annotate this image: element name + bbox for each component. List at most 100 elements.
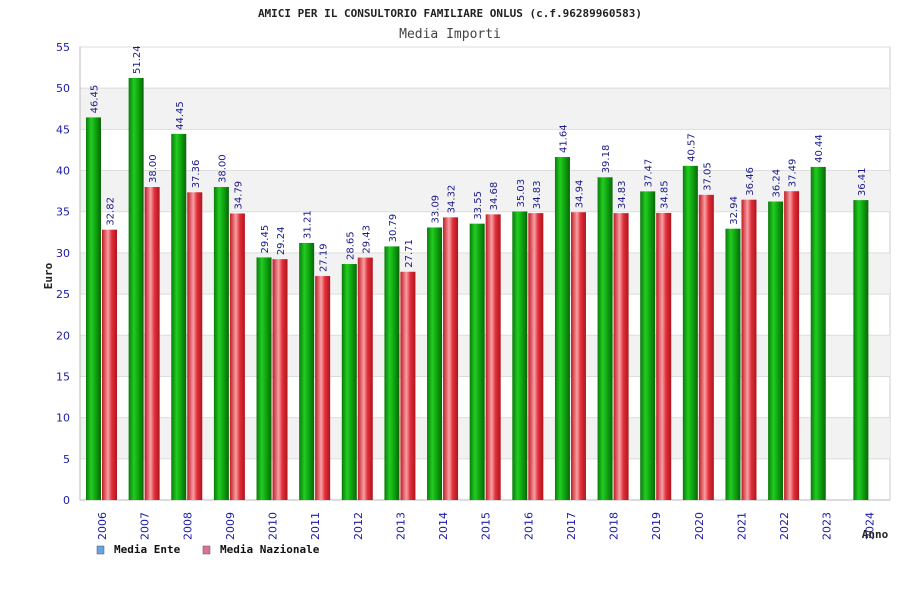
bar-nazionale-2006 bbox=[102, 229, 117, 500]
data-label-nazionale-2019: 34.85 bbox=[660, 180, 671, 209]
x-tick-label-2019: 2019 bbox=[650, 512, 663, 540]
data-label-nazionale-2011: 27.19 bbox=[319, 243, 330, 272]
data-label-ente-2022: 36.24 bbox=[772, 169, 783, 198]
y-tick-label: 20 bbox=[56, 329, 70, 342]
bar-ente-2010 bbox=[256, 257, 272, 500]
y-tick-label: 10 bbox=[56, 412, 70, 425]
data-label-ente-2006: 46.45 bbox=[90, 85, 101, 114]
y-tick-label: 35 bbox=[56, 206, 70, 219]
x-tick-label-2007: 2007 bbox=[139, 512, 152, 540]
y-axis-label: Euro bbox=[42, 262, 55, 289]
x-tick-label-2024: 2024 bbox=[863, 512, 876, 540]
data-label-ente-2019: 37.47 bbox=[644, 159, 655, 188]
legend-swatch-ente bbox=[96, 545, 105, 555]
grid-band bbox=[80, 88, 890, 130]
x-tick-label-2018: 2018 bbox=[608, 512, 621, 540]
y-tick-label: 25 bbox=[56, 288, 70, 301]
x-axis-label: Anno bbox=[862, 528, 889, 541]
data-label-nazionale-2021: 36.46 bbox=[745, 167, 756, 196]
y-tick-label: 5 bbox=[63, 453, 70, 466]
data-label-nazionale-2007: 38.00 bbox=[148, 154, 159, 183]
x-tick-label-2013: 2013 bbox=[394, 512, 407, 540]
bar-ente-2024 bbox=[853, 200, 869, 500]
data-label-ente-2010: 29.45 bbox=[260, 225, 271, 254]
x-tick-label-2016: 2016 bbox=[522, 512, 535, 540]
y-tick-label: 30 bbox=[56, 247, 70, 260]
x-tick-label-2009: 2009 bbox=[224, 512, 237, 540]
y-tick-label: 15 bbox=[56, 370, 70, 383]
x-tick-label-2023: 2023 bbox=[821, 512, 834, 540]
x-tick-label-2012: 2012 bbox=[352, 512, 365, 540]
bar-nazionale-2013 bbox=[400, 271, 416, 500]
chart-subtitle: Media Importi bbox=[399, 27, 501, 42]
data-label-nazionale-2016: 34.83 bbox=[532, 180, 543, 209]
x-tick-label-2015: 2015 bbox=[480, 512, 493, 540]
data-label-nazionale-2015: 34.68 bbox=[489, 182, 500, 211]
data-label-nazionale-2008: 37.36 bbox=[191, 160, 202, 189]
bar-ente-2009 bbox=[213, 187, 229, 500]
bar-nazionale-2012 bbox=[357, 257, 373, 500]
bar-nazionale-2011 bbox=[315, 276, 331, 500]
data-label-nazionale-2006: 32.82 bbox=[106, 197, 117, 226]
data-label-ente-2024: 36.41 bbox=[857, 167, 868, 196]
x-tick-label-2010: 2010 bbox=[267, 512, 280, 540]
y-tick-label: 45 bbox=[56, 123, 70, 136]
bar-ente-2018 bbox=[597, 177, 613, 501]
legend: Media Ente Media Nazionale bbox=[96, 543, 320, 556]
data-label-ente-2018: 39.18 bbox=[601, 145, 612, 174]
data-label-nazionale-2010: 29.24 bbox=[276, 227, 287, 256]
data-label-nazionale-2022: 37.49 bbox=[788, 159, 799, 188]
bar-nazionale-2015 bbox=[485, 214, 501, 500]
bar-ente-2021 bbox=[725, 228, 741, 500]
data-label-nazionale-2009: 34.79 bbox=[233, 181, 244, 210]
bar-nazionale-2016 bbox=[528, 213, 544, 501]
bars bbox=[86, 77, 869, 501]
legend-swatch-nazionale bbox=[202, 545, 211, 555]
data-label-ente-2009: 38.00 bbox=[217, 154, 228, 183]
x-tick-label-2008: 2008 bbox=[181, 512, 194, 540]
data-label-ente-2011: 31.21 bbox=[303, 210, 314, 239]
data-label-nazionale-2013: 27.71 bbox=[404, 239, 415, 268]
data-label-ente-2016: 35.03 bbox=[516, 179, 527, 208]
bar-ente-2020 bbox=[682, 165, 698, 501]
data-label-ente-2008: 44.45 bbox=[175, 101, 186, 130]
y-tick-label: 50 bbox=[56, 82, 70, 95]
bar-ente-2017 bbox=[554, 157, 570, 500]
legend-label-nazionale: Media Nazionale bbox=[220, 543, 320, 556]
bar-ente-2019 bbox=[640, 191, 656, 500]
bar-ente-2016 bbox=[512, 211, 528, 501]
bar-nazionale-2022 bbox=[784, 191, 800, 500]
data-label-ente-2023: 40.44 bbox=[814, 134, 825, 163]
data-label-nazionale-2012: 29.43 bbox=[361, 225, 372, 254]
bar-nazionale-2017 bbox=[570, 212, 586, 501]
y-tick-label: 0 bbox=[63, 494, 70, 507]
data-label-nazionale-2014: 34.32 bbox=[447, 185, 458, 214]
bar-nazionale-2018 bbox=[613, 213, 629, 501]
data-label-ente-2012: 28.65 bbox=[345, 231, 356, 260]
data-label-ente-2021: 32.94 bbox=[729, 196, 740, 225]
bar-ente-2006 bbox=[86, 117, 101, 501]
bar-nazionale-2020 bbox=[698, 194, 714, 501]
data-label-ente-2017: 41.64 bbox=[558, 124, 569, 153]
data-label-ente-2007: 51.24 bbox=[132, 45, 143, 74]
bar-ente-2015 bbox=[469, 223, 485, 501]
data-label-ente-2015: 33.55 bbox=[473, 191, 484, 220]
chart-title: AMICI PER IL CONSULTORIO FAMILIARE ONLUS… bbox=[258, 7, 642, 20]
bar-ente-2011 bbox=[299, 242, 315, 500]
data-label-nazionale-2018: 34.83 bbox=[617, 180, 628, 209]
bar-ente-2013 bbox=[384, 246, 400, 500]
x-tick-label-2014: 2014 bbox=[437, 512, 450, 540]
bar-ente-2022 bbox=[768, 201, 784, 501]
bar-ente-2023 bbox=[810, 166, 826, 500]
x-tick-label-2011: 2011 bbox=[309, 512, 322, 540]
bar-nazionale-2009 bbox=[229, 213, 245, 500]
data-label-nazionale-2020: 37.05 bbox=[702, 162, 713, 191]
data-labels: 46.45 32.82 51.24 38.00 44.45 37.36 38.00 34.79… bbox=[90, 45, 868, 272]
bar-ente-2007 bbox=[128, 77, 144, 501]
x-tick-label-2017: 2017 bbox=[565, 512, 578, 540]
bar-ente-2012 bbox=[341, 264, 357, 500]
bar-nazionale-2021 bbox=[741, 199, 757, 500]
data-label-nazionale-2017: 34.94 bbox=[574, 180, 585, 209]
x-tick-label-2006: 2006 bbox=[96, 512, 109, 540]
